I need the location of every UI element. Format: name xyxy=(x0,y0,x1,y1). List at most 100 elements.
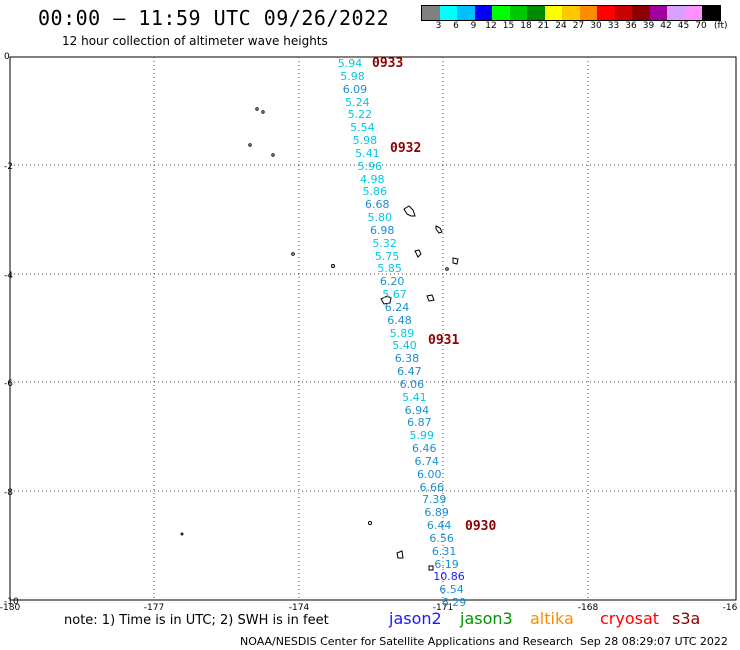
legend-label: 24 xyxy=(555,21,567,31)
swh-value: 5.89 xyxy=(389,326,415,340)
swh-value: 6.00 xyxy=(416,467,442,481)
swh-value: 5.24 xyxy=(345,95,370,109)
swh-value: 6.89 xyxy=(424,506,449,520)
swh-value: 5.22 xyxy=(347,108,373,122)
pass-time-label: 0932 xyxy=(390,141,422,156)
color-legend-bar xyxy=(421,5,721,21)
legend-label: 15 xyxy=(502,21,515,31)
latitude-label: 0 xyxy=(4,52,10,62)
swh-value: 6.31 xyxy=(431,544,457,558)
latitude-label: -10 xyxy=(4,597,19,607)
island xyxy=(403,205,416,217)
legend-swatch xyxy=(457,6,475,20)
swh-value: 6.46 xyxy=(412,442,437,455)
island xyxy=(331,264,335,268)
swh-value: 5.41 xyxy=(355,146,380,160)
legend-label: 6 xyxy=(453,21,459,31)
legend-label: 36 xyxy=(625,21,637,31)
legend-swatch xyxy=(667,6,685,20)
legend-label: 30 xyxy=(590,21,602,31)
legend-swatch xyxy=(614,6,632,20)
swh-value: 5.86 xyxy=(362,185,388,199)
legend-label: 33 xyxy=(607,21,620,31)
latitude-label: -4 xyxy=(4,271,13,281)
island xyxy=(414,249,422,258)
swh-value: 6.24 xyxy=(384,300,410,314)
swh-value: 5.94 xyxy=(337,57,363,70)
longitude-label: -171 xyxy=(432,603,454,613)
island xyxy=(255,107,259,111)
swh-value: 6.09 xyxy=(342,82,368,96)
legend-swatch xyxy=(422,6,440,20)
satellite-s3a: s3a xyxy=(672,609,701,628)
legend-label: 18 xyxy=(520,21,532,31)
swh-value: 5.75 xyxy=(374,249,400,263)
swh-value: 5.99 xyxy=(409,429,435,443)
legend-swatch xyxy=(474,6,492,20)
legend-label: 42 xyxy=(660,21,672,31)
satellite-altika: altika xyxy=(530,609,574,628)
longitude-label: -16 xyxy=(722,603,738,613)
longitude-label: -168 xyxy=(577,603,599,613)
swh-value: 5.80 xyxy=(367,211,392,224)
latitude-label: -8 xyxy=(4,488,13,498)
island xyxy=(396,550,404,559)
satellite-cryosat: cryosat xyxy=(600,609,660,628)
swh-value: 6.68 xyxy=(364,198,390,212)
island xyxy=(261,110,265,114)
satellite-jason2: jason2 xyxy=(389,609,442,628)
swh-value: 6.19 xyxy=(434,557,459,571)
island xyxy=(445,267,449,271)
swh-value: 6.48 xyxy=(387,313,412,327)
legend-unit: (ft) xyxy=(714,21,728,31)
swh-value: 6.66 xyxy=(419,480,444,494)
lat-lon-grid xyxy=(10,57,736,600)
legend-label: 9 xyxy=(470,21,477,31)
legend-swatch xyxy=(632,6,650,20)
island xyxy=(380,295,392,305)
satellite-jason3: jason3 xyxy=(460,609,513,628)
pass-time-label: 0931 xyxy=(428,333,460,348)
generation-timestamp: Sep 28 08:29:07 UTC 2022 xyxy=(580,635,728,648)
legend-label: 12 xyxy=(485,21,497,31)
credit-line: NOAA/NESDIS Center for Satellite Applica… xyxy=(240,635,574,648)
island xyxy=(271,153,275,157)
swh-value: 6.29 xyxy=(441,596,467,609)
legend-swatch xyxy=(439,6,457,20)
latitude-label: -6 xyxy=(4,379,13,389)
swh-value: 6.20 xyxy=(379,275,405,289)
map-title: 00:00 – 11:59 UTC 09/26/2022 xyxy=(38,6,390,30)
swh-value: 5.98 xyxy=(352,134,378,147)
legend-swatch xyxy=(492,6,510,20)
longitude-label: -177 xyxy=(143,603,165,613)
color-legend-labels: 3 6 9 12 15 18 21 24 27 30 33 36 39 42 45 70 xyxy=(421,21,740,33)
island xyxy=(452,257,459,265)
legend-label: 39 xyxy=(642,21,655,31)
swh-value: 5.32 xyxy=(372,236,397,250)
pass-time-label: 0930 xyxy=(465,519,497,534)
legend-label: 3 xyxy=(435,21,442,31)
swh-value: 6.94 xyxy=(404,403,430,417)
footer-note: note: 1) Time is in UTC; 2) SWH is in fe… xyxy=(64,613,329,628)
longitude-label: -180 xyxy=(0,603,21,613)
legend-swatch xyxy=(649,6,667,20)
swh-value: 6.87 xyxy=(407,416,432,430)
legend-label: 45 xyxy=(677,21,690,31)
island xyxy=(367,520,373,526)
swh-value: 6.06 xyxy=(399,377,425,391)
legend-label: 70 xyxy=(695,21,707,31)
pass-time-label: 0933 xyxy=(372,56,404,71)
longitude-label: -174 xyxy=(288,603,310,613)
swh-value: 6.54 xyxy=(439,583,464,597)
swh-value: 5.96 xyxy=(357,159,383,173)
legend-swatch xyxy=(579,6,597,20)
swh-value: 6.56 xyxy=(429,531,454,545)
swh-value: 5.67 xyxy=(382,288,407,301)
island-outlines xyxy=(180,107,459,571)
legend-swatch xyxy=(527,6,545,20)
legend-swatch xyxy=(562,6,580,20)
island xyxy=(435,225,443,234)
swh-value: 5.41 xyxy=(402,390,427,404)
island xyxy=(426,294,435,302)
